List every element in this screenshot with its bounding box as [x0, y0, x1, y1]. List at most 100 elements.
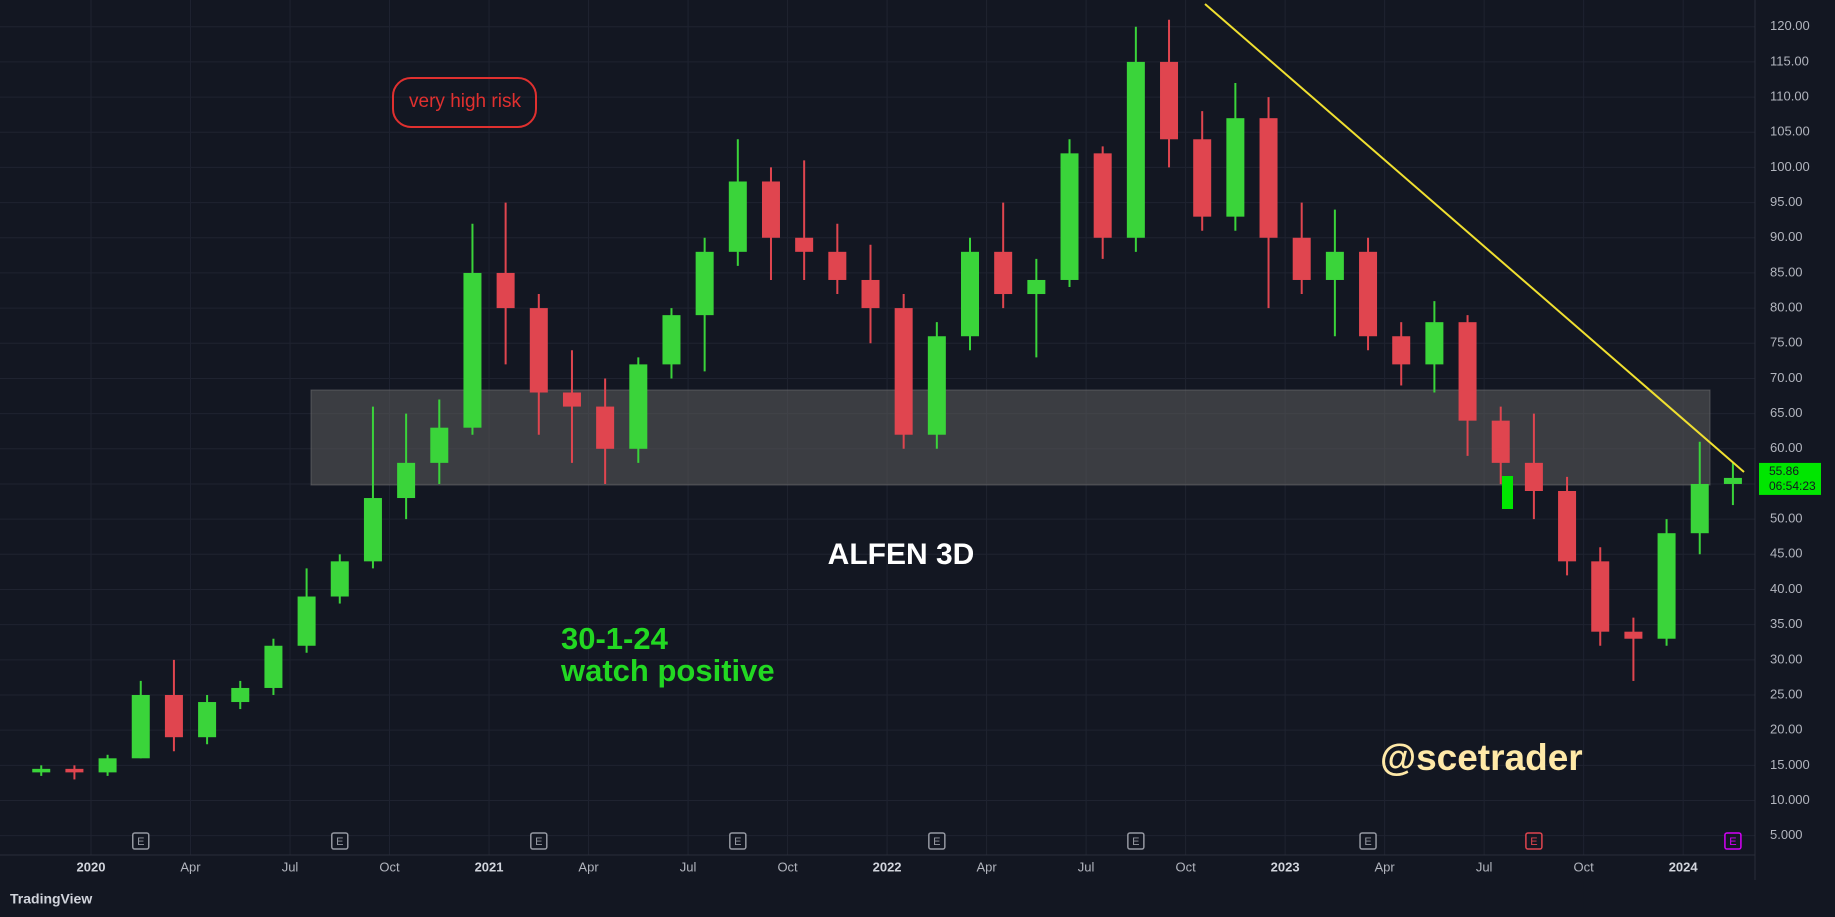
candle-body — [32, 768, 51, 773]
candle-body — [330, 561, 349, 597]
y-tick-label: 25.00 — [1770, 686, 1803, 701]
trend-line — [1204, 3, 1745, 473]
y-tick-label: 45.00 — [1770, 546, 1803, 561]
candle-body — [861, 279, 880, 309]
x-tick-label: Oct — [379, 859, 400, 874]
y-tick-label: 20.00 — [1770, 722, 1803, 737]
candle-body — [430, 427, 449, 463]
x-tick-label: Apr — [578, 859, 599, 874]
earnings-label: E — [933, 836, 940, 848]
candle-body — [397, 462, 416, 499]
candle-body — [1425, 322, 1444, 365]
candle-body — [496, 272, 515, 309]
earnings-marker[interactable] — [530, 832, 548, 850]
candle-body — [131, 694, 150, 759]
y-tick-label: 90.00 — [1770, 229, 1803, 244]
candle-body — [231, 687, 250, 703]
chart-title: ALFEN 3D — [828, 538, 975, 571]
candle-body — [1226, 118, 1245, 217]
candle-body — [1126, 61, 1145, 238]
last-price: 55.86 — [1769, 464, 1799, 478]
support-zone — [310, 389, 1711, 486]
x-tick-label: Apr — [180, 859, 201, 874]
y-tick-label: 100.00 — [1770, 159, 1810, 174]
brand: TradingView — [10, 891, 92, 907]
y-tick-label: 50.00 — [1770, 511, 1803, 526]
candle-body — [1491, 420, 1510, 463]
earnings-label: E — [336, 836, 343, 848]
candle-body — [795, 237, 814, 252]
candle-body — [927, 336, 946, 435]
y-tick-label: 110.00 — [1770, 89, 1809, 104]
candle-body — [1558, 490, 1577, 562]
earnings-marker[interactable] — [1359, 832, 1377, 850]
candle-body — [463, 272, 482, 428]
y-tick-label: 10.000 — [1770, 792, 1810, 807]
earnings-marker[interactable] — [132, 832, 150, 850]
earnings-marker[interactable] — [729, 832, 747, 850]
candle-body — [1591, 561, 1610, 632]
x-tick-label: 2023 — [1271, 859, 1300, 874]
y-tick-label: 40.00 — [1770, 581, 1803, 596]
y-tick-label: 95.00 — [1770, 194, 1803, 209]
y-tick-label: 115.00 — [1770, 53, 1809, 68]
earnings-marker[interactable] — [331, 832, 349, 850]
earnings-marker[interactable] — [1724, 832, 1742, 850]
earnings-marker[interactable] — [1525, 832, 1543, 850]
candle-body — [297, 596, 316, 646]
earnings-label: E — [535, 836, 542, 848]
candle-body — [1524, 462, 1543, 491]
candle-body — [994, 251, 1013, 295]
candle-body — [1657, 533, 1676, 639]
candle-body — [164, 694, 183, 738]
candle-body — [562, 392, 581, 407]
candle-body — [596, 406, 615, 449]
last-price-box — [1759, 462, 1821, 495]
watch-note: watch positive — [560, 653, 775, 688]
highlight-box — [1502, 476, 1513, 509]
x-tick-label: Jul — [680, 859, 697, 874]
earnings-marker[interactable] — [928, 832, 946, 850]
candle-body — [1624, 631, 1643, 639]
author: @scetrader — [1380, 737, 1583, 778]
footer — [0, 884, 1835, 917]
candle-body — [1458, 322, 1477, 421]
y-tick-label: 65.00 — [1770, 405, 1803, 420]
y-tick-label: 105.00 — [1770, 124, 1810, 139]
earnings-label: E — [1132, 836, 1139, 848]
x-tick-label: 2022 — [873, 859, 902, 874]
countdown: 06:54:23 — [1769, 479, 1816, 493]
candle-body — [1325, 251, 1344, 280]
earnings-marker[interactable] — [1127, 832, 1145, 850]
x-tick-label: Jul — [282, 859, 299, 874]
candles — [32, 19, 1742, 780]
x-tick-label: Oct — [1574, 859, 1595, 874]
candle-body — [894, 308, 913, 435]
y-tick-label: 120.00 — [1770, 18, 1810, 33]
candle-body — [1392, 336, 1411, 365]
candle-body — [198, 702, 217, 738]
candle-body — [1292, 237, 1311, 280]
candle-body — [363, 498, 382, 562]
candle-body — [629, 364, 648, 449]
earnings-label: E — [1364, 836, 1371, 848]
candle-body — [761, 181, 780, 238]
x-tick-label: Oct — [777, 859, 798, 874]
candle-body — [1193, 139, 1212, 217]
x-tick-label: 2024 — [1669, 859, 1699, 874]
candle-body — [1359, 251, 1378, 337]
y-tick-label: 5.000 — [1770, 827, 1803, 842]
x-tick-label: Jul — [1476, 859, 1493, 874]
y-tick-label: 35.00 — [1770, 616, 1803, 631]
candle-body — [1093, 153, 1112, 238]
candle-body — [264, 645, 283, 688]
candle-body — [1060, 153, 1079, 280]
y-tick-label: 15.000 — [1770, 757, 1810, 772]
risk-label: very high risk — [409, 91, 521, 112]
axes: 120.00 115.00 110.00 105.00 100.00 95.00 90.00… — [77, 18, 1821, 874]
y-tick-label: 85.00 — [1770, 264, 1803, 279]
candle-body — [529, 308, 548, 393]
x-tick-label: Apr — [976, 859, 997, 874]
earnings-label: E — [1530, 836, 1537, 848]
